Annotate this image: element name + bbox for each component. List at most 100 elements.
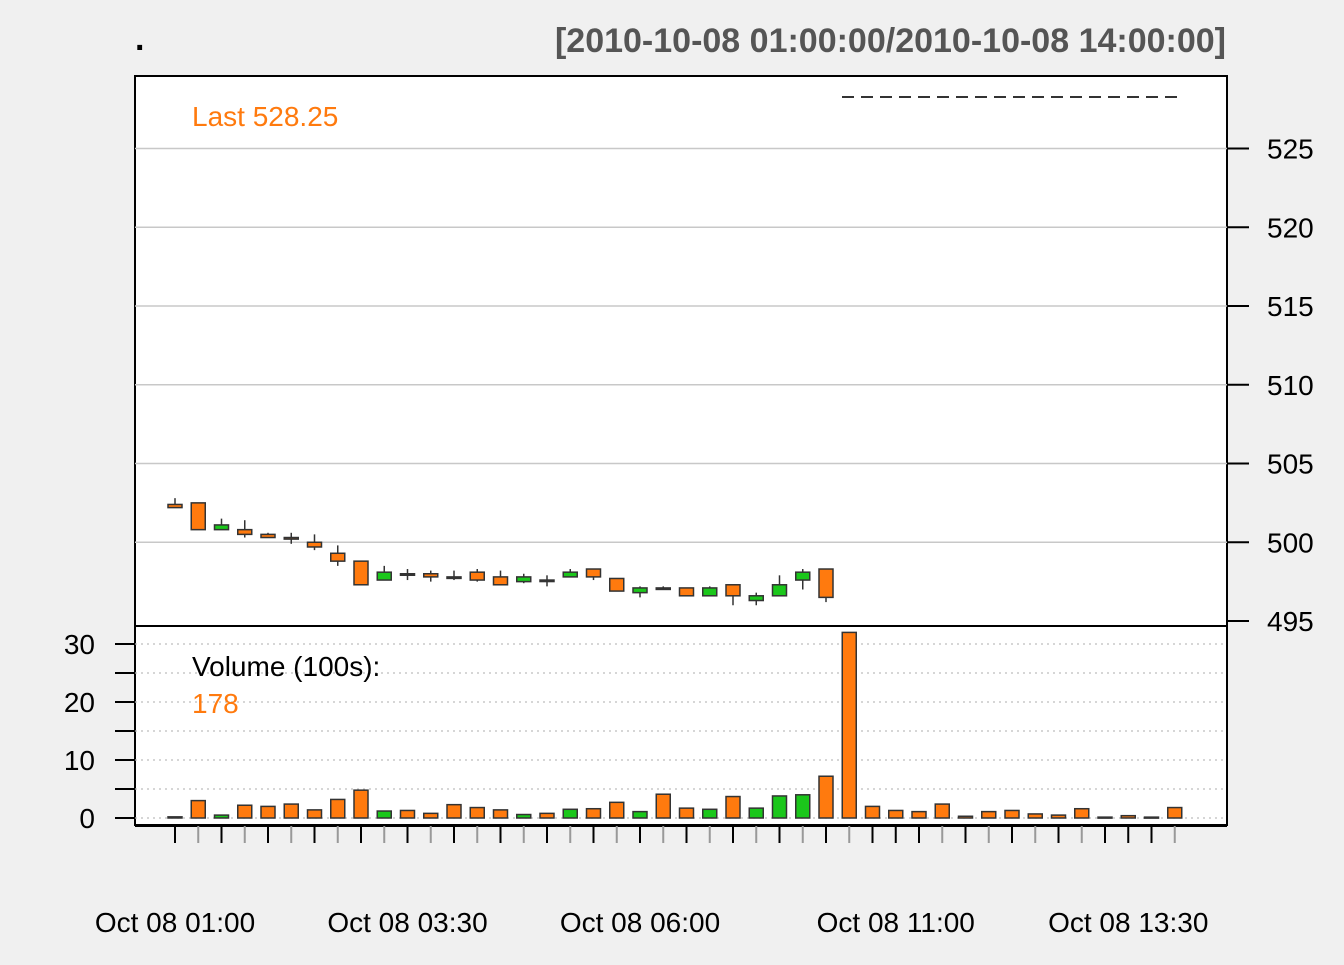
candle-body (562, 571, 578, 578)
price-tick-label: 495 (1267, 606, 1314, 637)
volume-bar (167, 816, 183, 819)
volume-bar (306, 809, 323, 819)
candle-body (330, 552, 346, 562)
volume-bar (655, 793, 671, 819)
last-price-label: Last 528.25 (192, 101, 338, 132)
volume-tick-label: 10 (64, 745, 95, 776)
plot-frame (134, 75, 1228, 826)
candle-body (446, 576, 462, 580)
candle-body (795, 571, 811, 581)
volume-tick-label: 30 (64, 629, 95, 660)
volume-bar (260, 805, 276, 819)
candle-body (423, 573, 439, 578)
candle-body (748, 595, 764, 602)
volume-bar (981, 810, 997, 819)
volume-bar (446, 803, 462, 819)
candle-body (469, 571, 485, 581)
volume-bar (934, 803, 950, 819)
x-tick-label: Oct 08 03:30 (327, 907, 487, 938)
x-tick-label: Oct 08 01:00 (95, 907, 255, 938)
volume-bar (376, 810, 392, 819)
candle-body (167, 503, 183, 509)
candle-body (585, 568, 602, 578)
volume-bar (771, 795, 788, 819)
volume-bar (213, 814, 230, 819)
candle-body (376, 571, 392, 581)
volume-bar (841, 631, 857, 819)
volume-bar (911, 810, 927, 819)
volume-bar (1050, 814, 1067, 819)
price-tick-label: 515 (1267, 291, 1314, 322)
volume-bar (330, 798, 346, 819)
x-tick-label: Oct 08 11:00 (817, 907, 975, 938)
price-tick-label: 510 (1267, 370, 1314, 401)
volume-bar (748, 807, 764, 819)
candle-body (283, 536, 299, 540)
price-tick-label: 520 (1267, 212, 1314, 243)
price-tick-label: 505 (1267, 449, 1314, 480)
candle-body (609, 577, 625, 592)
volume-bar (888, 809, 904, 819)
price-axis: 495 500 505 510 515 520 525 (1227, 134, 1314, 637)
volume-bar (609, 801, 625, 819)
candle-body (190, 502, 206, 531)
volume-bar (1004, 809, 1020, 819)
candle-body (213, 524, 230, 531)
candle-body (655, 587, 671, 591)
volume-bar (725, 795, 741, 819)
chart-title: . (135, 20, 144, 58)
volume-bar (1120, 814, 1136, 819)
price-grid (135, 147, 1227, 543)
volume-bar (1167, 806, 1183, 819)
candle-body (306, 541, 323, 548)
volume-bar (283, 803, 299, 819)
volume-bar (562, 808, 578, 819)
volume-bar (1027, 813, 1043, 819)
candle-body (516, 576, 532, 583)
volume-bar (399, 809, 416, 819)
candle-body (632, 587, 648, 594)
volume-last-value: 178 (192, 688, 239, 719)
volume-tick-label: 20 (64, 687, 95, 718)
volume-axis: 0 10 20 30 (64, 629, 135, 834)
candle-body (539, 579, 555, 583)
candle-body (725, 584, 741, 597)
volume-bar (492, 809, 509, 819)
volume-bar (632, 810, 648, 819)
volume-bar (237, 804, 253, 819)
candle-body (771, 584, 788, 597)
candle-body (353, 560, 369, 586)
volume-bar (423, 812, 439, 819)
volume-bar (1143, 816, 1160, 819)
volume-label: Volume (100s): (192, 651, 380, 682)
volume-bar (585, 807, 602, 819)
candle-body (399, 573, 416, 576)
date-range-title: [2010-10-08 01:00:00/2010-10-08 14:00:00… (555, 22, 1226, 60)
volume-bar (516, 813, 532, 819)
price-tick-label: 525 (1267, 134, 1314, 165)
price-tick-label: 500 (1267, 527, 1314, 558)
candles (167, 498, 834, 606)
x-axis-ticks (174, 826, 1176, 843)
volume-bar (539, 812, 555, 819)
x-tick-label: Oct 08 06:00 (560, 907, 720, 938)
candle-body (237, 528, 253, 536)
volume-bar (1097, 816, 1113, 819)
candle-body (818, 568, 834, 599)
x-tick-label: Oct 08 13:30 (1048, 907, 1208, 938)
candle-body (492, 576, 509, 586)
candle-body (702, 587, 718, 597)
x-axis-labels: Oct 08 01:00 Oct 08 03:30 Oct 08 06:00 Oct … (95, 907, 1209, 938)
candle-body (678, 587, 695, 597)
volume-bar (1074, 807, 1090, 819)
volume-bar (190, 799, 206, 819)
volume-bar (818, 775, 834, 819)
volume-bar (469, 806, 485, 819)
volume-bar (864, 805, 881, 819)
volume-bar (353, 789, 369, 819)
volume-bar (957, 815, 974, 819)
volume-tick-label: 0 (79, 803, 95, 834)
candle-body (260, 533, 276, 539)
